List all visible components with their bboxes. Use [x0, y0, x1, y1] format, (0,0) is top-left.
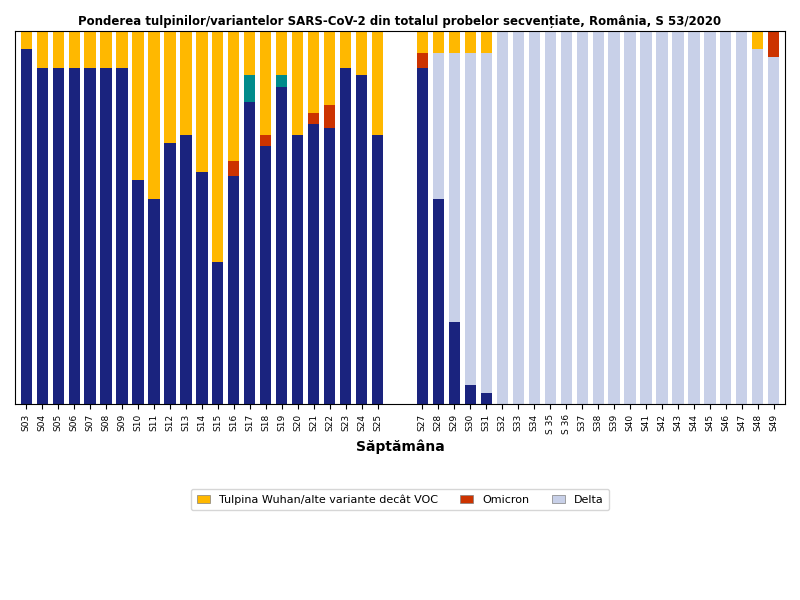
Bar: [433, 31, 444, 53]
Bar: [449, 53, 460, 322]
Bar: [148, 199, 159, 404]
Bar: [340, 31, 351, 68]
Bar: [53, 31, 64, 68]
Bar: [228, 31, 239, 161]
Bar: [69, 68, 80, 404]
Bar: [372, 31, 383, 135]
Bar: [433, 199, 444, 404]
Bar: [308, 124, 319, 404]
Bar: [752, 49, 763, 404]
Bar: [513, 31, 524, 404]
Bar: [164, 143, 175, 404]
Bar: [308, 31, 319, 113]
Bar: [417, 68, 428, 404]
Title: Ponderea tulpinilor/variantelor SARS-CoV-2 din totalul probelor secvențiate, Rom: Ponderea tulpinilor/variantelor SARS-CoV…: [78, 15, 722, 28]
Bar: [625, 31, 636, 404]
Bar: [324, 31, 335, 105]
Bar: [260, 135, 271, 146]
Bar: [688, 31, 699, 404]
Bar: [324, 128, 335, 404]
Bar: [244, 76, 255, 101]
Legend: Tulpina Wuhan/alte variante decât VOC, Omicron, Delta: Tulpina Wuhan/alte variante decât VOC, O…: [191, 489, 609, 511]
Bar: [465, 385, 476, 404]
Bar: [340, 68, 351, 404]
Bar: [228, 176, 239, 404]
Bar: [276, 76, 287, 86]
Bar: [180, 31, 191, 135]
Bar: [465, 53, 476, 385]
Bar: [260, 31, 271, 135]
Bar: [657, 31, 667, 404]
Bar: [21, 31, 32, 49]
Bar: [433, 53, 444, 199]
Bar: [308, 113, 319, 124]
Bar: [101, 68, 112, 404]
Bar: [180, 135, 191, 404]
Bar: [372, 135, 383, 404]
Bar: [704, 31, 715, 404]
Bar: [148, 31, 159, 199]
Bar: [244, 101, 255, 404]
Bar: [768, 56, 779, 404]
Bar: [529, 31, 540, 404]
Bar: [21, 49, 32, 404]
Bar: [292, 31, 303, 135]
Bar: [481, 53, 492, 393]
Bar: [720, 31, 731, 404]
Bar: [260, 146, 271, 404]
Bar: [117, 68, 128, 404]
Bar: [117, 31, 128, 68]
Bar: [449, 31, 460, 53]
Bar: [244, 31, 255, 76]
Bar: [292, 135, 303, 404]
Bar: [37, 31, 48, 68]
Bar: [641, 31, 652, 404]
Bar: [101, 31, 112, 68]
Bar: [481, 393, 492, 404]
Bar: [561, 31, 572, 404]
Bar: [736, 31, 747, 404]
Bar: [449, 322, 460, 404]
Bar: [609, 31, 620, 404]
Bar: [465, 31, 476, 53]
Bar: [276, 86, 287, 404]
Bar: [417, 53, 428, 68]
Bar: [85, 31, 96, 68]
Bar: [212, 31, 223, 262]
Bar: [417, 31, 428, 53]
Bar: [53, 68, 64, 404]
Bar: [356, 31, 367, 76]
Bar: [164, 31, 175, 143]
Bar: [228, 161, 239, 176]
Bar: [752, 31, 763, 49]
Bar: [672, 31, 683, 404]
Bar: [324, 105, 335, 128]
Bar: [481, 31, 492, 53]
Bar: [69, 31, 80, 68]
Bar: [37, 68, 48, 404]
Bar: [545, 31, 556, 404]
Bar: [196, 172, 207, 404]
Bar: [85, 68, 96, 404]
Bar: [768, 31, 779, 56]
Bar: [196, 31, 207, 172]
Bar: [356, 76, 367, 404]
Bar: [577, 31, 588, 404]
Bar: [497, 31, 508, 404]
Bar: [133, 31, 143, 180]
Bar: [593, 31, 604, 404]
Bar: [276, 31, 287, 76]
X-axis label: Săptămâna: Săptămâna: [356, 439, 444, 454]
Bar: [212, 262, 223, 404]
Bar: [133, 180, 143, 404]
